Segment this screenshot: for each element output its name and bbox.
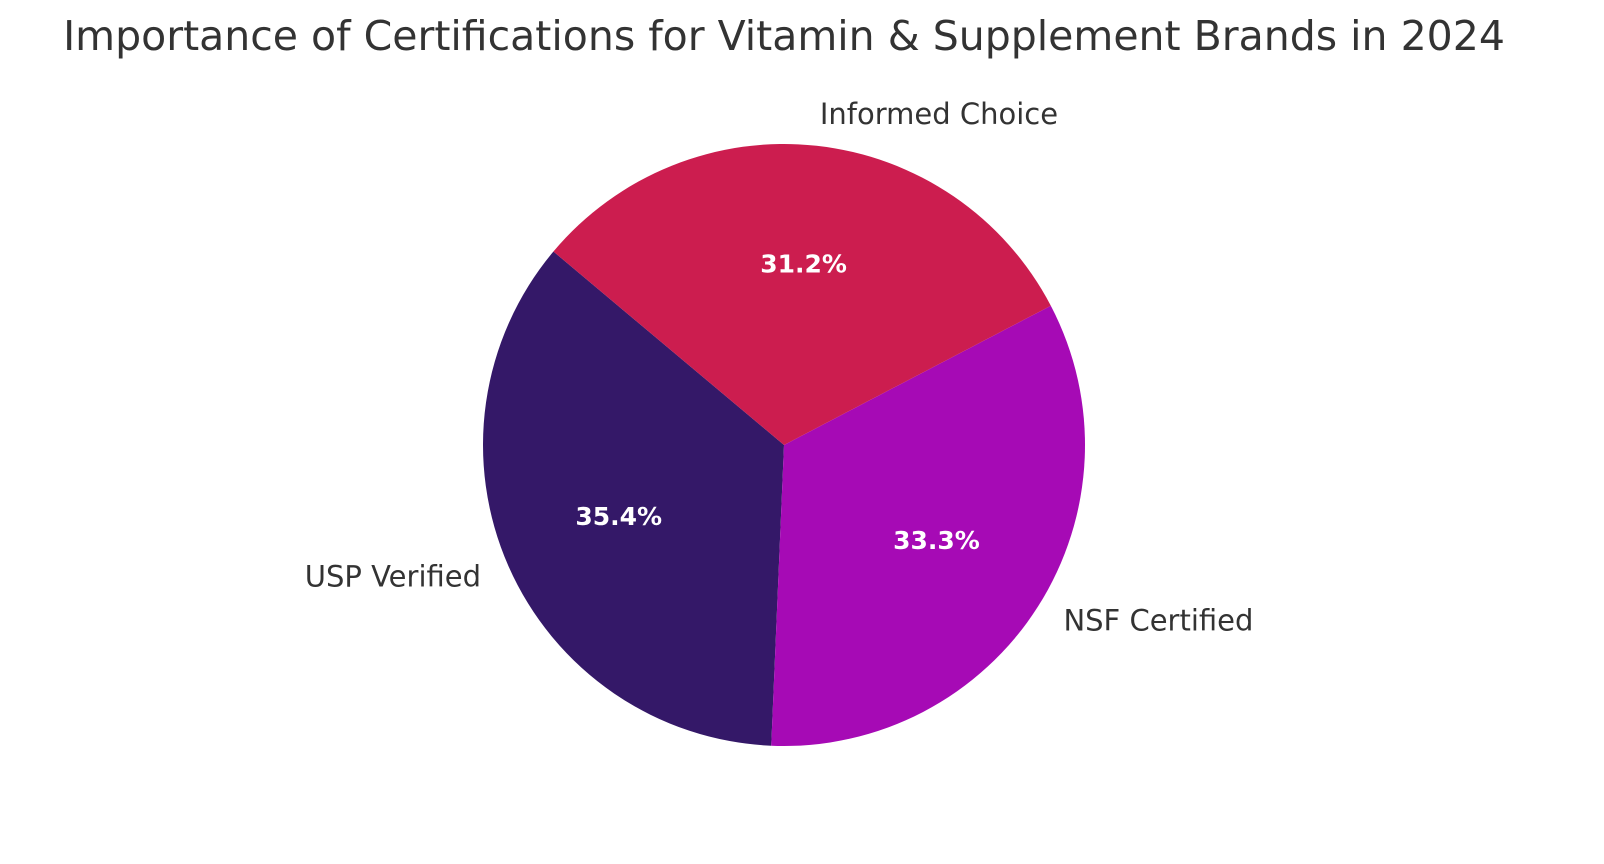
pie-slice xyxy=(771,305,1085,746)
pie-slice xyxy=(483,251,784,746)
value-label: 33.3% xyxy=(893,526,980,555)
value-label: 31.2% xyxy=(760,249,847,278)
slice-label: NSF Certified xyxy=(1063,604,1253,638)
slice-label: USP Verified xyxy=(305,560,481,594)
slice-label: Informed Choice xyxy=(820,97,1058,131)
value-label: 35.4% xyxy=(575,502,662,531)
chart-title: Importance of Certifications for Vitamin… xyxy=(63,12,1505,60)
pie-slice xyxy=(553,143,1051,445)
